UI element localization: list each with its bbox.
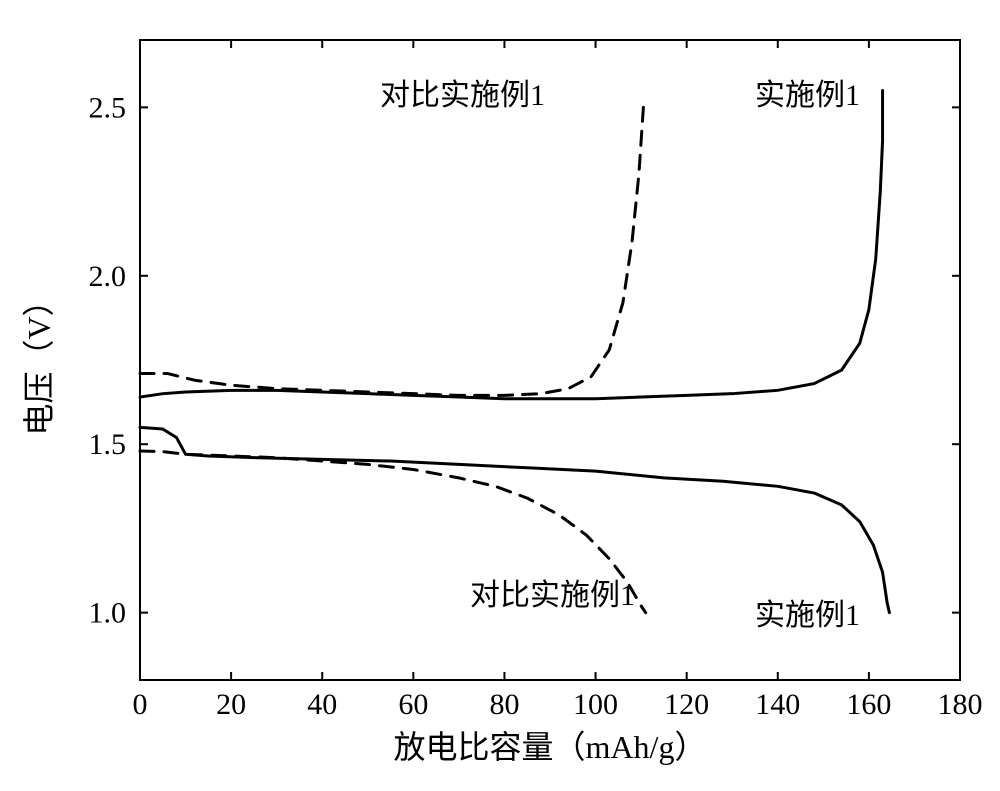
x-tick-label: 0	[133, 688, 148, 721]
y-tick-label: 1.0	[89, 597, 127, 630]
y-tick-label: 2.0	[89, 260, 127, 293]
y-tick-label: 1.5	[89, 428, 127, 461]
x-tick-label: 140	[755, 688, 800, 721]
annotation: 对比实施例1	[380, 79, 545, 112]
annotation: 实施例1	[755, 599, 860, 632]
x-tick-label: 120	[664, 688, 709, 721]
annotation: 对比实施例1	[470, 579, 635, 612]
y-axis-label: 电压（V）	[21, 284, 57, 435]
x-tick-label: 160	[846, 688, 891, 721]
x-tick-label: 100	[573, 688, 618, 721]
series-实施例1-charge	[140, 91, 883, 399]
chart-svg: 0 20 40 60 80 100 120 140 160 180 1.0 1.5 2.0 2.5 放电比容…	[0, 0, 1000, 791]
x-tick-label: 80	[489, 688, 519, 721]
annotation: 实施例1	[755, 79, 860, 112]
x-tick-label: 180	[938, 688, 983, 721]
x-axis-label: 放电比容量（mAh/g）	[394, 729, 707, 765]
x-tick-label: 60	[398, 688, 428, 721]
y-tick-label: 2.5	[89, 91, 127, 124]
series-对比实施例1-charge	[140, 107, 643, 395]
chart-container: 0 20 40 60 80 100 120 140 160 180 1.0 1.5 2.0 2.5 放电比容…	[0, 0, 1000, 791]
x-tick-label: 40	[307, 688, 337, 721]
x-tick-label: 20	[216, 688, 246, 721]
